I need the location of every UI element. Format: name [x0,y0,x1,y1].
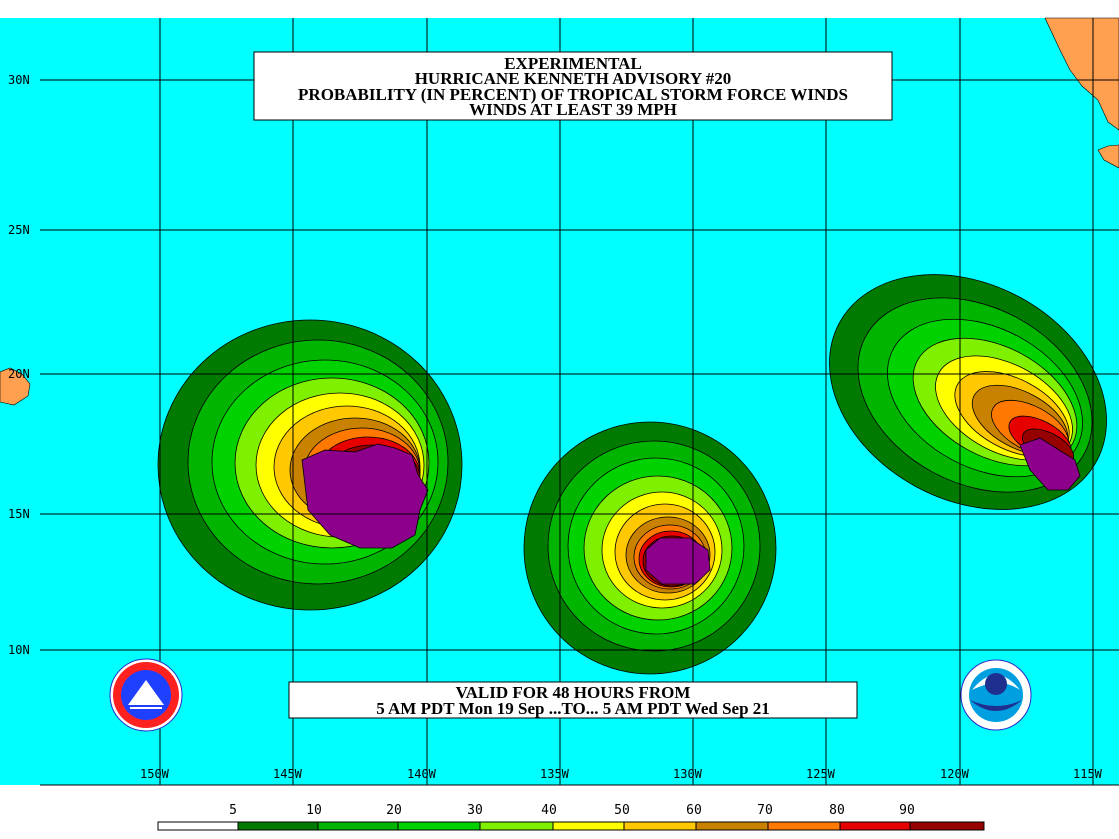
storm-center-peak [645,537,711,585]
legend-color-box [695,821,769,831]
title-box: EXPERIMENTAL HURRICANE KENNETH ADVISORY … [253,51,893,121]
land [0,17,1119,406]
valid-line-2: 5 AM PDT Mon 19 Sep ...TO... 5 AM PDT We… [376,699,770,718]
lat-label: 20N [8,367,30,381]
legend-label: 50 [614,803,630,818]
lon-label: 130W [673,767,703,781]
legend-color-box [767,821,841,831]
valid-period-box: VALID FOR 48 HOURS FROM 5 AM PDT Mon 19 … [288,681,858,719]
lon-label: 120W [940,767,970,781]
legend-labels: 5 10 20 30 40 50 60 70 80 90 [229,803,915,818]
mainland-coast [1097,144,1119,169]
legend-label: 20 [386,803,402,818]
legend-label: 40 [541,803,557,818]
legend-label: 90 [899,803,915,818]
legend-color-box [623,821,697,831]
lat-label: 10N [8,643,30,657]
storm-west-peak [301,443,429,549]
lon-label: 140W [407,767,437,781]
legend: 5 10 20 30 40 50 60 70 80 90 [157,803,985,831]
storm-east-peak [1019,437,1081,491]
hawaii-island [0,367,31,406]
lon-label: 135W [540,767,570,781]
legend-label: 70 [757,803,773,818]
legend-label: 10 [306,803,322,818]
lat-lon-grid [40,18,1119,786]
legend-label: 60 [686,803,702,818]
lon-label: 145W [273,767,303,781]
legend-color-boxes [157,821,985,831]
legend-label: 5 [229,803,237,818]
legend-color-box [839,821,911,831]
lon-label: 150W [140,767,170,781]
lon-label: 115W [1073,767,1103,781]
title-line-1: EXPERIMENTAL [504,54,642,73]
baja-coast [1044,17,1119,131]
storm-west-contours [157,319,463,611]
legend-color-box [909,821,985,831]
legend-color-box [237,821,319,831]
legend-label: 30 [467,803,483,818]
noaa-logo-icon [960,659,1032,731]
title-line-3: PROBABILITY (IN PERCENT) OF TROPICAL STO… [298,85,848,104]
nws-logo-icon [109,658,183,732]
longitude-labels: 150W 145W 140W 135W 130W 125W 120W 115W [140,767,1103,781]
lat-label: 30N [8,73,30,87]
legend-color-box [552,821,625,831]
legend-label: 80 [829,803,845,818]
legend-color-box [479,821,554,831]
title-line-4: WINDS AT LEAST 39 MPH [469,100,677,119]
valid-line-1: VALID FOR 48 HOURS FROM [456,683,691,702]
legend-color-box [157,821,239,831]
lat-label: 15N [8,507,30,521]
title-line-2: HURRICANE KENNETH ADVISORY #20 [415,69,732,88]
legend-color-box [397,821,481,831]
storm-east-contours [829,274,1107,510]
lat-label: 25N [8,223,30,237]
latitude-labels: 30N 25N 20N 15N 10N [8,73,30,657]
storm-center-contours [523,421,777,675]
legend-color-box [317,821,399,831]
lon-label: 125W [806,767,836,781]
